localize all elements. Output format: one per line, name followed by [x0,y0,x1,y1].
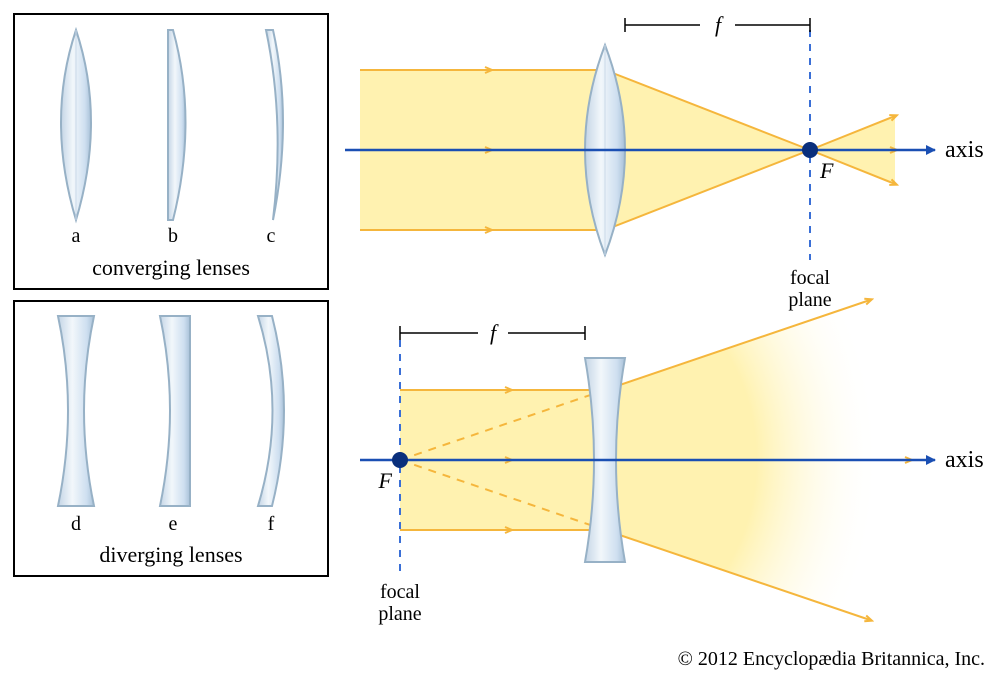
left-panels: a b c converging lenses d e f diverging … [14,14,328,576]
lens-label-e: e [169,513,178,535]
lens-label-b: b [168,225,178,247]
lens-label-a: a [72,225,81,247]
lens-label-f: f [268,513,275,535]
diverging-diagram: axis F focalplane f [360,297,984,625]
focal-point [392,452,408,468]
lens-plano-concave [160,316,190,506]
lens-meniscus-convex [266,30,283,220]
lens-plano-convex [168,30,186,220]
lens-diagram: { "canvas": {"w":1000,"h":676,"bg":"#fff… [0,0,1000,676]
focal-plane-label: focalplane [378,581,421,625]
lens-label-d: d [71,513,81,535]
credit-text: © 2012 Encyclopædia Britannica, Inc. [678,648,985,670]
diagram-svg: a b c converging lenses d e f diverging … [0,0,1000,676]
focal-point [802,142,818,158]
F-label: F [378,468,393,493]
lens-meniscus-concave [258,316,284,506]
focal-plane-label: focalplane [788,267,831,311]
lens-biconcave [58,316,94,506]
f-bracket-label: f [490,320,499,345]
diverging-title: diverging lenses [99,542,242,567]
converging-diagram: axis F focalplane f [345,12,984,311]
axis-label: axis [945,447,984,473]
axis-label: axis [945,137,984,163]
converging-title: converging lenses [92,255,250,280]
f-bracket-label: f [715,12,724,37]
F-label: F [819,158,834,183]
lens-label-c: c [267,225,276,247]
